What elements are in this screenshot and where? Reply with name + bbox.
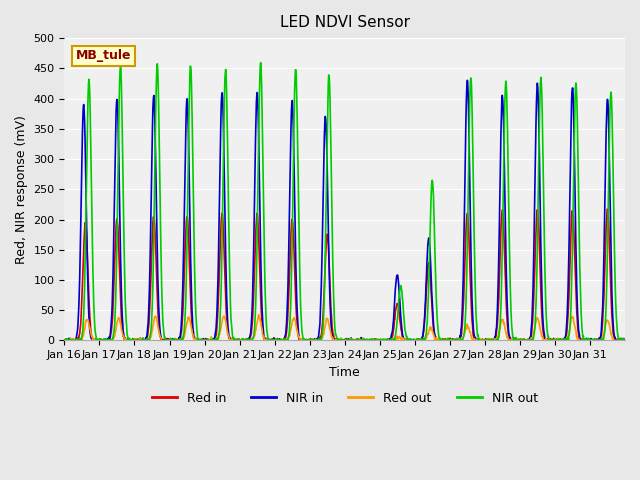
Red in: [88, 335, 96, 341]
Red out: [362, 337, 370, 343]
NIR out: [467, 76, 475, 82]
NIR in: [88, 336, 96, 342]
Red in: [467, 299, 475, 304]
Red in: [362, 337, 370, 343]
Red in: [385, 336, 392, 342]
Red out: [255, 312, 262, 318]
NIR out: [365, 337, 373, 343]
NIR in: [463, 77, 471, 83]
Red out: [467, 334, 475, 340]
Red in: [61, 337, 68, 343]
Line: NIR in: NIR in: [65, 80, 625, 340]
NIR in: [61, 337, 68, 343]
Red in: [604, 206, 611, 212]
NIR in: [365, 336, 373, 342]
NIR out: [257, 60, 264, 66]
Red out: [365, 337, 373, 343]
NIR in: [468, 280, 476, 286]
NIR in: [362, 337, 370, 343]
Red out: [436, 337, 444, 343]
NIR in: [61, 337, 68, 343]
NIR out: [362, 337, 370, 343]
NIR out: [61, 337, 68, 343]
Red in: [365, 337, 373, 343]
X-axis label: Time: Time: [330, 366, 360, 379]
Red in: [621, 337, 629, 343]
Red in: [61, 337, 68, 343]
Red out: [61, 337, 68, 343]
Y-axis label: Red, NIR response (mV): Red, NIR response (mV): [15, 115, 28, 264]
Red out: [88, 333, 96, 339]
Line: NIR out: NIR out: [65, 63, 625, 340]
Red out: [621, 337, 629, 343]
Text: MB_tule: MB_tule: [76, 49, 131, 62]
Red in: [436, 337, 444, 343]
NIR in: [385, 337, 392, 343]
NIR out: [436, 337, 444, 343]
Line: Red out: Red out: [65, 315, 625, 340]
Title: LED NDVI Sensor: LED NDVI Sensor: [280, 15, 410, 30]
NIR out: [621, 337, 629, 343]
Line: Red in: Red in: [65, 209, 625, 340]
NIR in: [621, 337, 629, 343]
NIR out: [88, 221, 96, 227]
Red out: [385, 336, 392, 342]
NIR out: [385, 337, 392, 343]
NIR in: [436, 337, 444, 343]
Legend: Red in, NIR in, Red out, NIR out: Red in, NIR in, Red out, NIR out: [147, 387, 543, 410]
